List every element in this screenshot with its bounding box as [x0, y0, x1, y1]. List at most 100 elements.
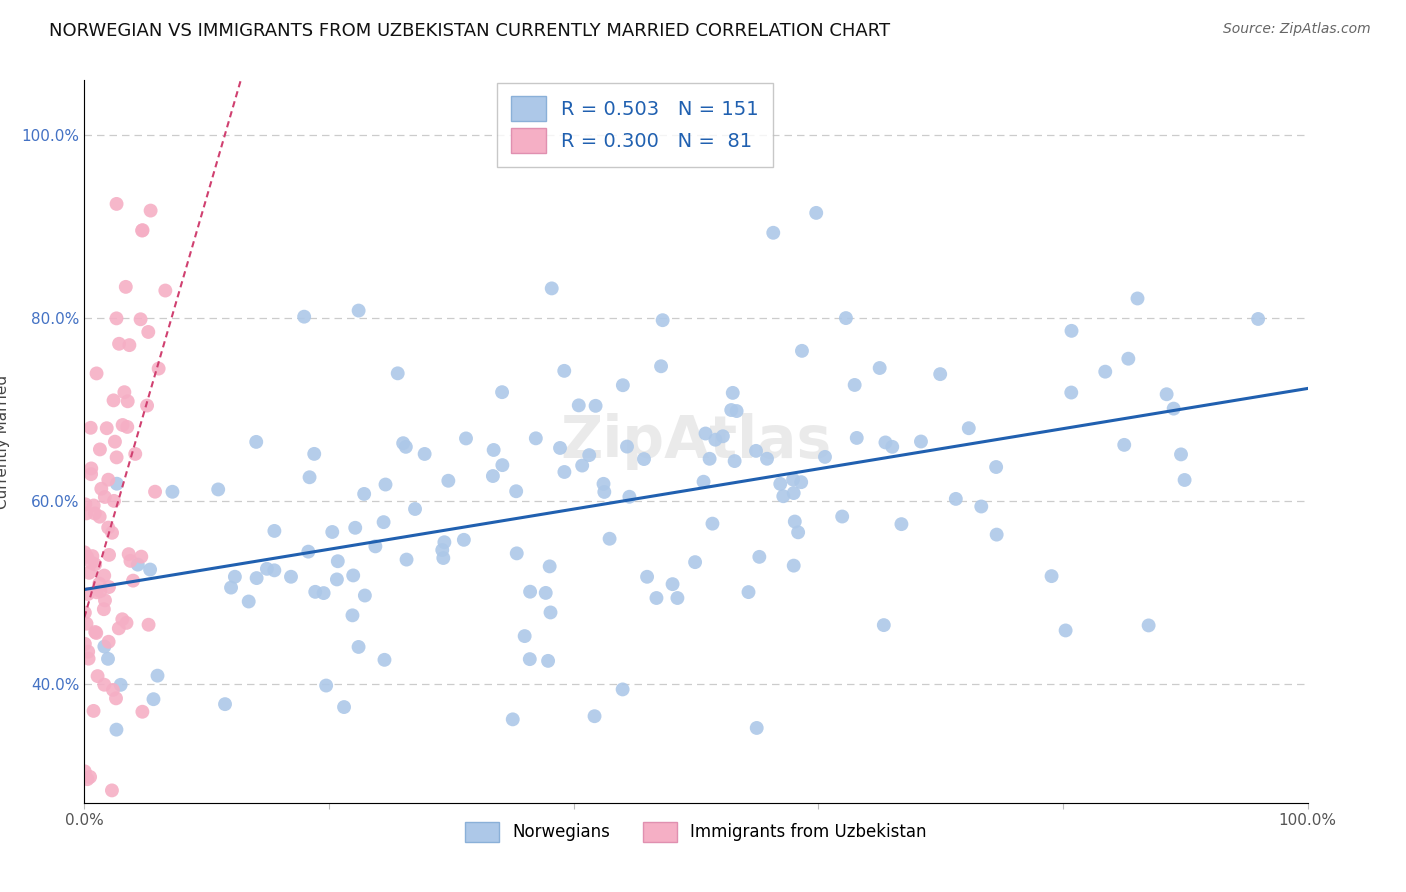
Point	[139, 563, 162, 577]
Point	[790, 343, 813, 358]
Point	[353, 487, 375, 501]
Point	[568, 398, 591, 412]
Point	[651, 313, 673, 327]
Point	[77, 587, 100, 601]
Point	[538, 559, 561, 574]
Point	[437, 474, 460, 488]
Point	[636, 570, 658, 584]
Point	[315, 679, 337, 693]
Point	[124, 447, 146, 461]
Point	[650, 359, 672, 374]
Point	[312, 586, 335, 600]
Point	[73, 545, 96, 559]
Point	[111, 417, 134, 432]
Point	[374, 477, 396, 491]
Point	[433, 535, 456, 549]
Point	[103, 393, 125, 408]
Point	[120, 554, 142, 568]
Point	[86, 585, 108, 599]
Point	[524, 431, 547, 445]
Point	[111, 612, 134, 626]
Point	[882, 440, 904, 454]
Point	[114, 280, 136, 294]
Point	[118, 338, 141, 352]
Text: Source: ZipAtlas.com: Source: ZipAtlas.com	[1223, 22, 1371, 37]
Point	[73, 764, 96, 779]
Point	[73, 606, 96, 620]
Legend: Norwegians, Immigrants from Uzbekistan: Norwegians, Immigrants from Uzbekistan	[458, 815, 934, 848]
Point	[482, 469, 505, 483]
Point	[101, 783, 124, 797]
Point	[280, 570, 302, 584]
Point	[333, 700, 356, 714]
Point	[1118, 351, 1140, 366]
Point	[986, 527, 1008, 541]
Point	[80, 467, 103, 482]
Point	[245, 434, 267, 449]
Point	[721, 385, 744, 400]
Point	[146, 668, 169, 682]
Point	[326, 554, 349, 568]
Point	[540, 606, 562, 620]
Point	[748, 549, 770, 564]
Point	[342, 568, 364, 582]
Point	[84, 626, 107, 640]
Point	[519, 584, 541, 599]
Point	[1040, 569, 1063, 583]
Point	[619, 490, 641, 504]
Point	[695, 426, 717, 441]
Point	[326, 573, 349, 587]
Point	[875, 435, 897, 450]
Point	[699, 451, 721, 466]
Point	[93, 568, 115, 582]
Point	[540, 281, 562, 295]
Point	[1094, 365, 1116, 379]
Point	[129, 312, 152, 326]
Point	[502, 712, 524, 726]
Point	[127, 558, 149, 572]
Point	[155, 284, 177, 298]
Point	[491, 385, 513, 400]
Point	[395, 440, 418, 454]
Point	[76, 549, 98, 564]
Point	[347, 303, 370, 318]
Point	[122, 574, 145, 588]
Point	[616, 440, 638, 454]
Point	[1174, 473, 1197, 487]
Point	[94, 490, 117, 504]
Point	[702, 516, 724, 531]
Point	[814, 450, 837, 464]
Point	[75, 497, 97, 511]
Point	[96, 421, 118, 435]
Point	[404, 502, 426, 516]
Point	[86, 367, 108, 381]
Point	[745, 721, 768, 735]
Point	[83, 704, 105, 718]
Point	[98, 548, 121, 562]
Point	[1060, 385, 1083, 400]
Point	[553, 364, 575, 378]
Point	[104, 434, 127, 449]
Point	[97, 520, 120, 534]
Point	[633, 452, 655, 467]
Point	[118, 547, 141, 561]
Point	[704, 433, 727, 447]
Point	[143, 484, 166, 499]
Point	[723, 454, 745, 468]
Point	[1163, 401, 1185, 416]
Point	[89, 509, 111, 524]
Point	[783, 558, 806, 573]
Point	[553, 465, 575, 479]
Point	[454, 432, 477, 446]
Point	[77, 566, 100, 580]
Point	[725, 404, 748, 418]
Point	[138, 617, 160, 632]
Point	[505, 484, 527, 499]
Point	[395, 552, 418, 566]
Point	[970, 500, 993, 514]
Point	[207, 483, 229, 497]
Point	[101, 525, 124, 540]
Point	[117, 420, 139, 434]
Point	[86, 669, 108, 683]
Point	[432, 551, 454, 566]
